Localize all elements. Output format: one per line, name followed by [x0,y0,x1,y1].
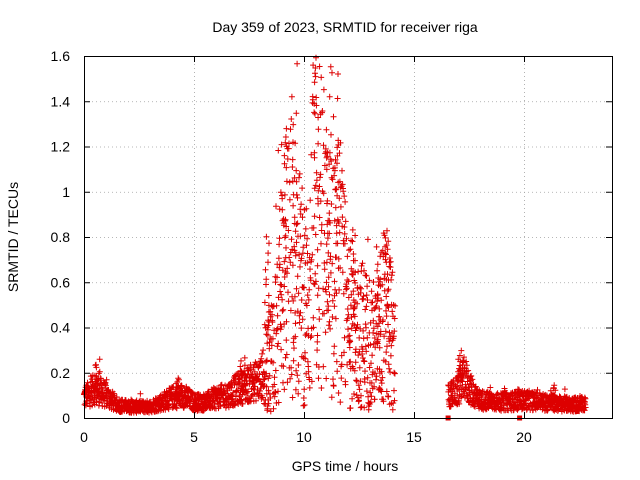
x-tick-label: 0 [80,429,88,445]
y-tick-label: 0.8 [51,229,71,245]
x-tick-label: 15 [406,429,422,445]
y-tick-label: 0.2 [51,365,71,381]
axis-ticks [84,56,612,419]
y-tick-labels: 0 0.2 0.4 0.6 0.8 1 1.2 1.4 1.6 [51,48,71,426]
y-tick-label: 1.2 [51,139,71,155]
y-tick-label: 1.6 [51,48,71,64]
y-tick-label: 1 [62,184,70,200]
y-tick-label: 0.4 [51,320,71,336]
y-tick-label: 1.4 [51,93,71,109]
y-axis-label: SRMTID / TECUs [5,182,21,292]
scatter-series-srmtid [81,54,589,416]
data-points [81,54,589,416]
chart-title: Day 359 of 2023, SRMTID for receiver rig… [212,19,478,35]
grid [84,56,612,418]
x-axis-label: GPS time / hours [292,458,399,474]
x-tick-labels: 0 5 10 15 20 [80,429,532,445]
x-tick-label: 20 [516,429,532,445]
y-tick-label: 0.6 [51,274,71,290]
y-tick-label: 0 [62,410,70,426]
x-tick-label: 5 [190,429,198,445]
x-tick-label: 10 [296,429,312,445]
